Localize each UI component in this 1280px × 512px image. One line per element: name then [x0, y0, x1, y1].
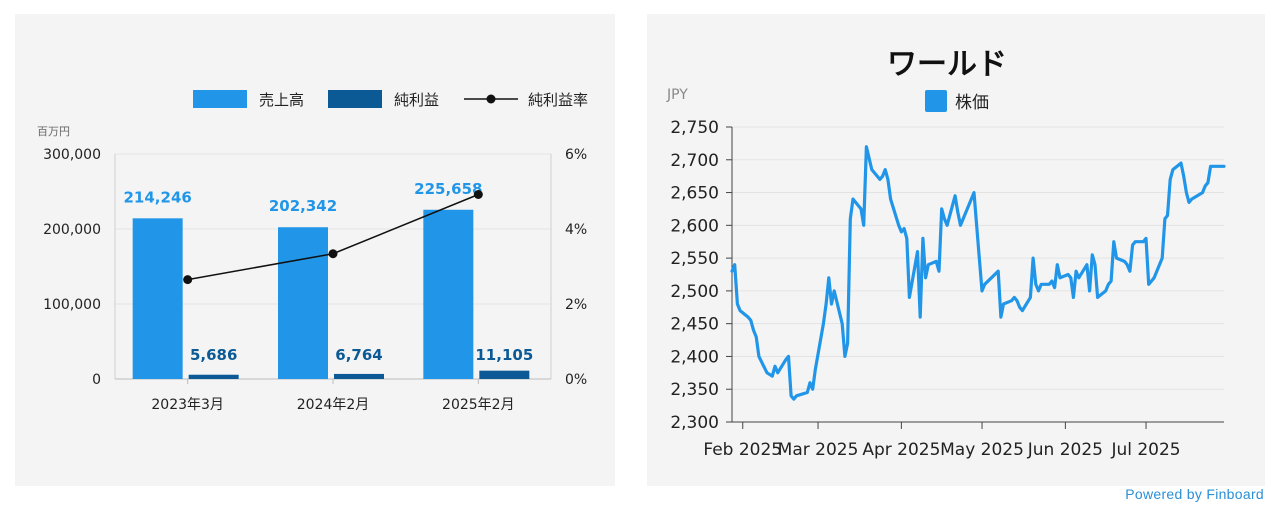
legend-net-margin-label: 純利益率	[528, 91, 588, 109]
y-tick-label: 2,400	[670, 347, 719, 367]
x-tick-label: 2025年2月	[442, 397, 515, 413]
net-margin-point	[328, 249, 338, 259]
x-tick-label: Mar 2025	[778, 440, 859, 460]
y-tick-label: 2,650	[670, 184, 719, 204]
x-tick-label: Feb 2025	[703, 440, 782, 460]
revenue-bar	[423, 209, 474, 379]
net-income-data-label: 11,105	[475, 346, 533, 364]
y-tick-label: 2,750	[670, 118, 719, 138]
net-margin-point	[183, 275, 193, 285]
y-tick-label: 100,000	[43, 297, 101, 313]
stock-price-chart: ワールド JPY 株価 2,750 2,700 2,650 2,600 2,550 2,500 2…	[666, 47, 1226, 460]
y-axis-label: JPY	[666, 87, 688, 103]
legend-net-margin-marker	[486, 94, 496, 104]
stock-price-chart-panel: ワールド JPY 株価 2,750 2,700 2,650 2,600 2,550 2,500 2…	[647, 14, 1265, 486]
y-right-tick-label: 4%	[565, 222, 587, 238]
x-tick-label: 2024年2月	[297, 397, 370, 413]
x-tick-label: Jun 2025	[1027, 440, 1103, 460]
y-tick-label: 0	[92, 372, 101, 388]
y-unit-label: 百万円	[37, 125, 70, 138]
y-tick-label: 300,000	[43, 147, 101, 163]
revenue-data-label: 225,658	[414, 180, 482, 198]
net-income-data-label: 5,686	[190, 346, 237, 364]
legend-net-income-swatch	[328, 90, 382, 108]
y-right-tick-label: 0%	[565, 372, 587, 388]
financials-chart: 300,000 200,000 100,000 0 6% 4% 2% 0% 百万円 2023年3月…	[37, 90, 588, 413]
legend-price-swatch	[925, 90, 947, 112]
net-income-data-label: 6,764	[335, 346, 382, 364]
x-tick-label: 2023年3月	[151, 397, 224, 413]
chart-title: ワールド	[887, 47, 1007, 82]
y-tick-label: 200,000	[43, 222, 101, 238]
net-margin-point	[473, 190, 483, 199]
y-tick-label: 2,600	[670, 216, 719, 236]
x-tick-label: May 2025	[940, 440, 1024, 460]
legend-revenue-swatch	[193, 90, 247, 108]
y-tick-label: 2,500	[670, 282, 719, 302]
revenue-bar	[132, 218, 183, 379]
net-income-bar	[334, 373, 384, 379]
price-line	[730, 145, 1226, 401]
net-income-bar	[479, 370, 530, 379]
legend-net-income-label: 純利益	[394, 91, 439, 109]
x-tick-label: Apr 2025	[862, 440, 940, 460]
y-tick-label: 2,700	[670, 151, 719, 171]
powered-by-link[interactable]: Powered by Finboard	[1125, 486, 1264, 502]
financials-chart-panel: 300,000 200,000 100,000 0 6% 4% 2% 0% 百万円 2023年3月…	[15, 14, 615, 486]
revenue-data-label: 214,246	[124, 188, 192, 206]
revenue-bar	[278, 227, 328, 379]
net-income-bar	[188, 374, 239, 379]
y-right-tick-label: 2%	[565, 297, 587, 313]
revenue-data-label: 202,342	[269, 197, 337, 215]
y-tick-label: 2,550	[670, 249, 719, 269]
y-right-tick-label: 6%	[565, 147, 587, 163]
y-tick-label: 2,300	[670, 413, 719, 433]
x-tick-label: Jul 2025	[1110, 440, 1180, 460]
legend-price-label: 株価	[955, 93, 989, 113]
legend-revenue-label: 売上高	[259, 91, 304, 109]
y-tick-label: 2,450	[670, 315, 719, 335]
y-tick-label: 2,350	[670, 380, 719, 400]
